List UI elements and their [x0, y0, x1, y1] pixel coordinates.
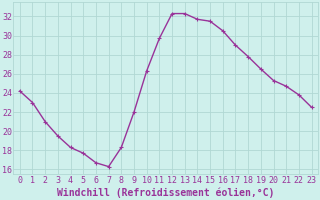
X-axis label: Windchill (Refroidissement éolien,°C): Windchill (Refroidissement éolien,°C) — [57, 187, 274, 198]
